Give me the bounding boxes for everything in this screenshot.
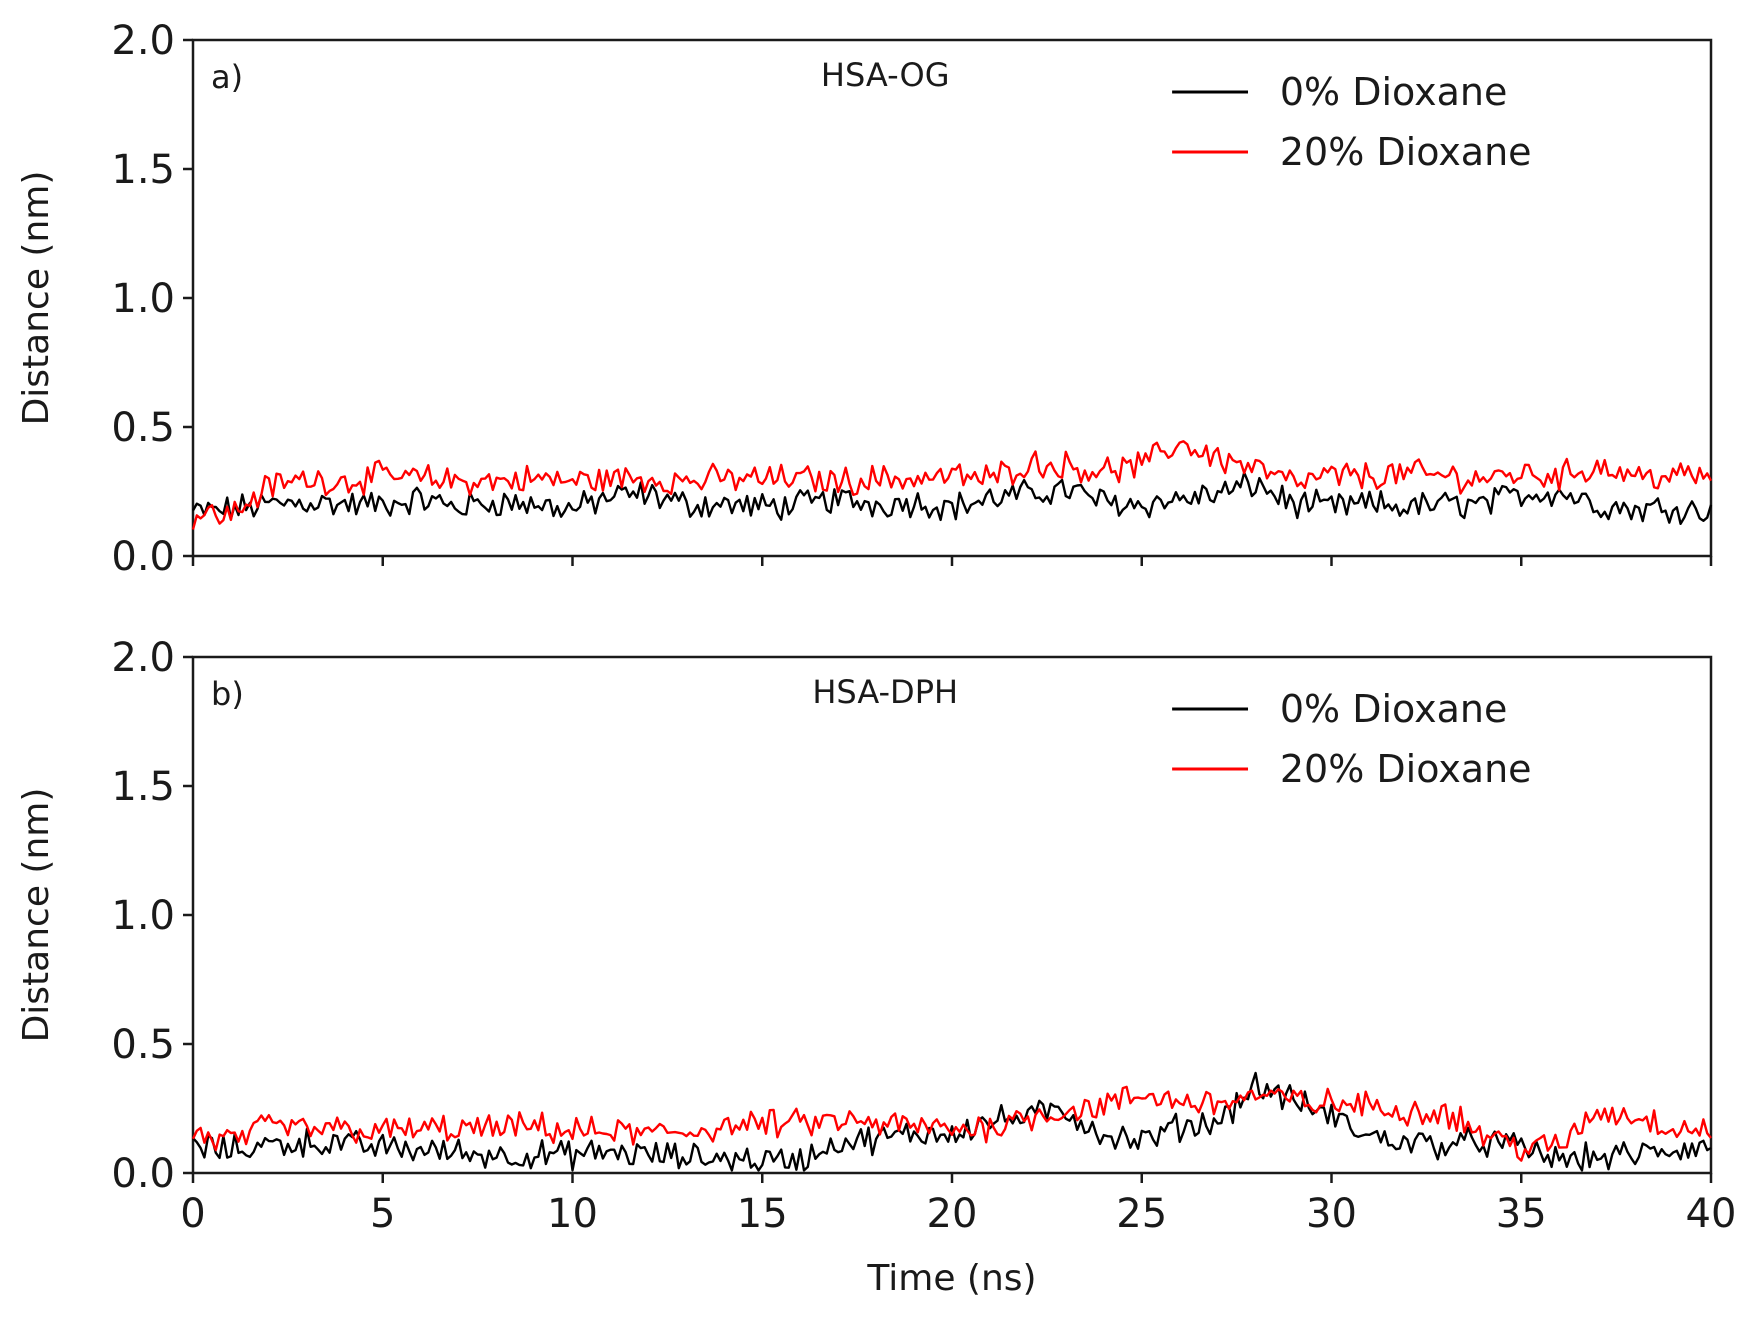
panel-b: 0 5 10 15 20 25 30 35 40 0.0 0.5 1.0 1.5 2.0 b) HSA-… [16, 635, 1736, 1299]
y-axis-title-b: Distance (nm) [16, 788, 57, 1043]
series-line-20pct-dioxane-a [191, 440, 1713, 530]
series-group-b [191, 1071, 1712, 1172]
y-tick-label: 0.5 [111, 405, 175, 451]
x-tick-label: 30 [1306, 1191, 1357, 1237]
panel-title-b: HSA-DPH [812, 673, 958, 711]
panel-label-a: a) [211, 58, 243, 96]
legend-label-20pct-a: 20% Dioxane [1280, 130, 1532, 174]
y-ticks-b: 0.0 0.5 1.0 1.5 2.0 [111, 635, 193, 1197]
x-tick-label: 35 [1496, 1191, 1547, 1237]
x-tick-label: 15 [737, 1191, 788, 1237]
series-line-20pct-dioxane-b [191, 1085, 1712, 1162]
x-tick-label: 40 [1686, 1191, 1737, 1237]
legend-b: 0% Dioxane 20% Dioxane [1172, 687, 1532, 791]
x-tick-label: 0 [180, 1191, 205, 1237]
y-tick-label: 2.0 [111, 18, 175, 64]
y-tick-label: 0.0 [111, 534, 175, 580]
y-tick-label: 1.5 [111, 147, 175, 193]
series-line-0pct-dioxane-a [191, 471, 1713, 525]
y-ticks-a: 0.0 0.5 1.0 1.5 2.0 [111, 18, 193, 580]
x-tick-label: 20 [927, 1191, 978, 1237]
y-tick-label: 2.0 [111, 635, 175, 681]
x-tick-label: 25 [1116, 1191, 1167, 1237]
legend-label-0pct-b: 0% Dioxane [1280, 687, 1508, 731]
y-tick-label: 1.0 [111, 276, 175, 322]
legend-a: 0% Dioxane 20% Dioxane [1172, 70, 1532, 174]
x-ticks-b: 0 5 10 15 20 25 30 35 40 [180, 1173, 1736, 1237]
y-axis-title-a: Distance (nm) [16, 171, 57, 426]
y-tick-label: 1.0 [111, 893, 175, 939]
y-tick-label: 0.0 [111, 1151, 175, 1197]
panel-label-b: b) [211, 675, 244, 713]
legend-label-0pct-a: 0% Dioxane [1280, 70, 1508, 114]
series-group-a [191, 440, 1713, 530]
x-tick-label: 10 [547, 1191, 598, 1237]
x-ticks-a [191, 556, 1713, 566]
series-line-0pct-dioxane-b [192, 1071, 1712, 1172]
x-tick-label: 5 [370, 1191, 395, 1237]
legend-label-20pct-b: 20% Dioxane [1280, 747, 1532, 791]
panel-a: 0.00.51.01.52.0 a) HSA-OG Distance (nm) … [16, 18, 1713, 580]
y-tick-label: 1.5 [111, 764, 175, 810]
x-axis-title-b: Time (ns) [866, 1258, 1036, 1299]
y-tick-label: 0.5 [111, 1022, 175, 1068]
panel-title-a: HSA-OG [821, 56, 950, 94]
